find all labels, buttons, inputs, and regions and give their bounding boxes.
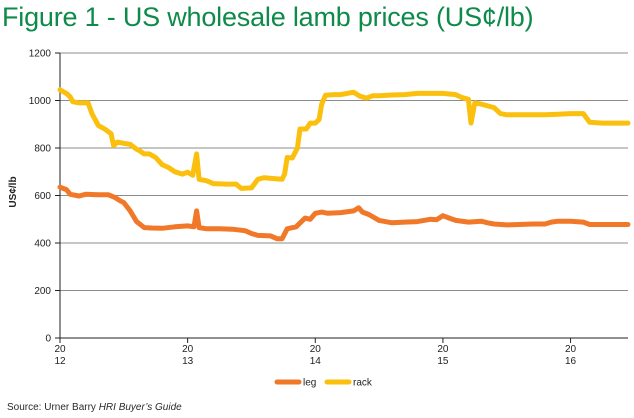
x-tick-label-bottom: 15 [437, 356, 449, 367]
x-tick-label-bottom: 12 [54, 356, 66, 367]
source-publication: HRI Buyer’s Guide [98, 402, 182, 413]
gridlines [60, 52, 628, 291]
legend: leg rack [274, 378, 373, 389]
y-tick-label: 0 [45, 334, 51, 345]
source-note: Source: Urner Barry HRI Buyer’s Guide [7, 402, 182, 413]
axes [55, 52, 628, 343]
series-line-leg [57, 184, 631, 242]
y-tick-label: 1000 [29, 96, 52, 107]
y-tick-label: 1200 [29, 49, 52, 60]
legend-label-rack: rack [353, 378, 373, 389]
x-tick-label-top: 20 [54, 344, 66, 355]
y-tick-labels: 0 200 400 600 800 1000 1200 [29, 49, 52, 345]
x-tick-label-top: 20 [565, 344, 577, 355]
chart-title: Figure 1 - US wholesale lamb prices (US¢… [2, 2, 534, 32]
series-line-rack [57, 87, 631, 191]
x-tick-label-bottom: 13 [182, 356, 194, 367]
legend-label-leg: leg [303, 378, 316, 389]
y-axis-label: US¢/lb [8, 176, 19, 207]
y-tick-label: 200 [34, 286, 51, 297]
source-prefix: Source: Urner Barry [7, 402, 99, 413]
x-tick-label-top: 20 [182, 344, 194, 355]
y-tick-label: 600 [34, 191, 51, 202]
series-lines [57, 87, 631, 242]
x-tick-label-bottom: 14 [310, 356, 322, 367]
x-tick-label-bottom: 16 [565, 356, 577, 367]
x-tick-label-top: 20 [437, 344, 449, 355]
y-tick-label: 800 [34, 144, 51, 155]
y-tick-label: 400 [34, 239, 51, 250]
x-tick-label-top: 20 [310, 344, 322, 355]
